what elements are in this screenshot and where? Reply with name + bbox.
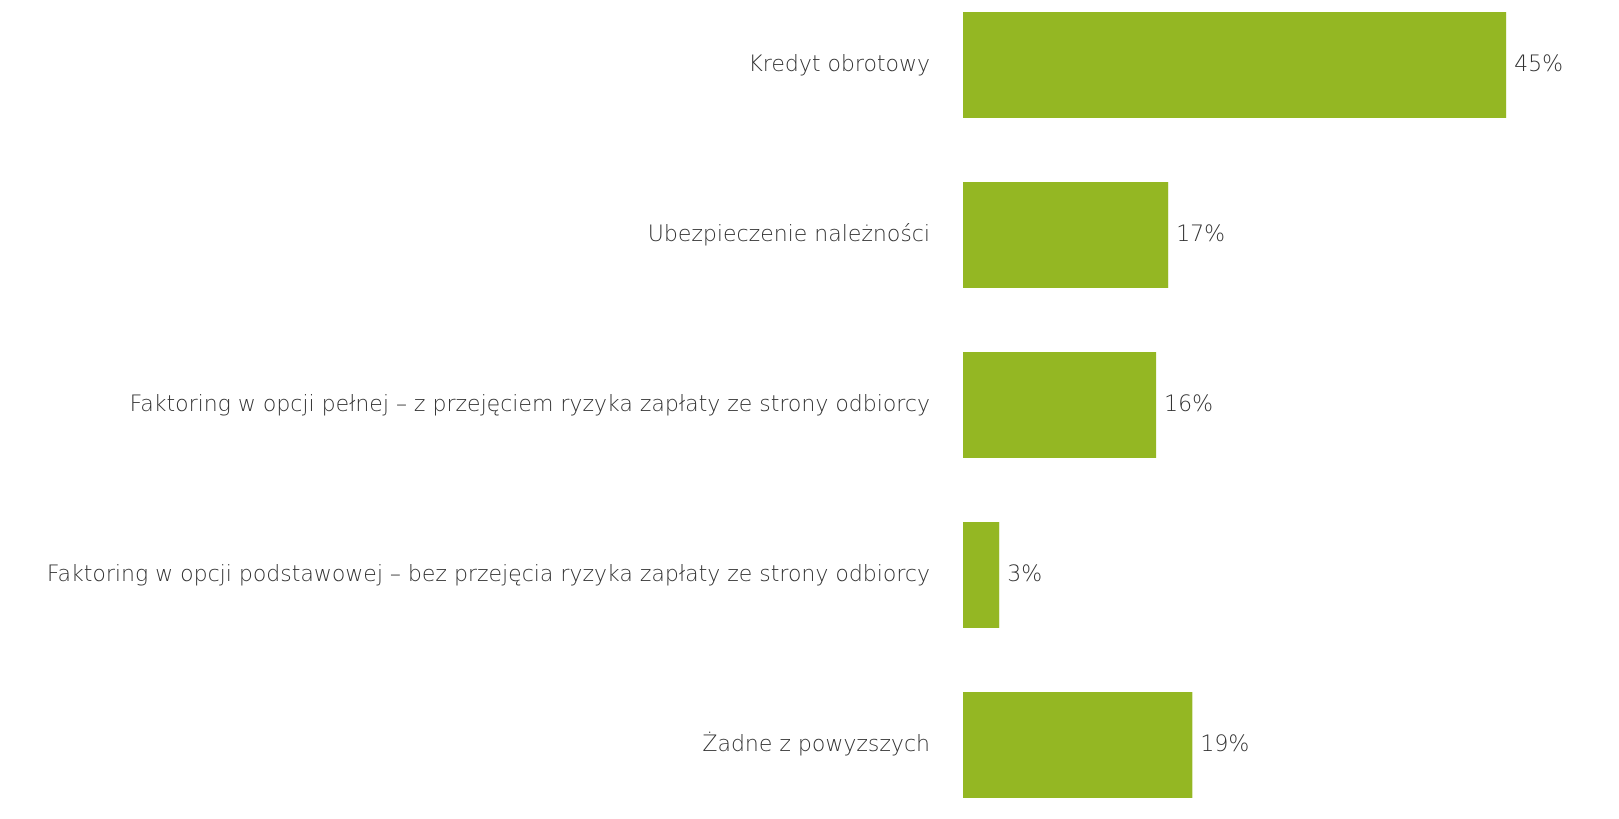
bar [963,12,1507,118]
value-label: 17% [1176,222,1225,247]
value-label: 16% [1164,392,1213,417]
bar [963,522,1000,628]
category-label: Faktoring w opcji podstawowej – bez prze… [47,562,930,587]
value-label: 19% [1200,732,1249,757]
value-label: 45% [1514,52,1563,77]
category-label: Kredyt obrotowy [748,52,930,77]
category-label: Ubezpieczenie należności [648,222,930,247]
category-label: Faktoring w opcji pełnej – z przejęciem … [130,392,930,417]
bar [963,352,1157,458]
category-label: Żadne z powyzszych [702,731,930,757]
value-label: 3% [1007,562,1042,587]
bar [963,182,1169,288]
bar [963,692,1193,798]
